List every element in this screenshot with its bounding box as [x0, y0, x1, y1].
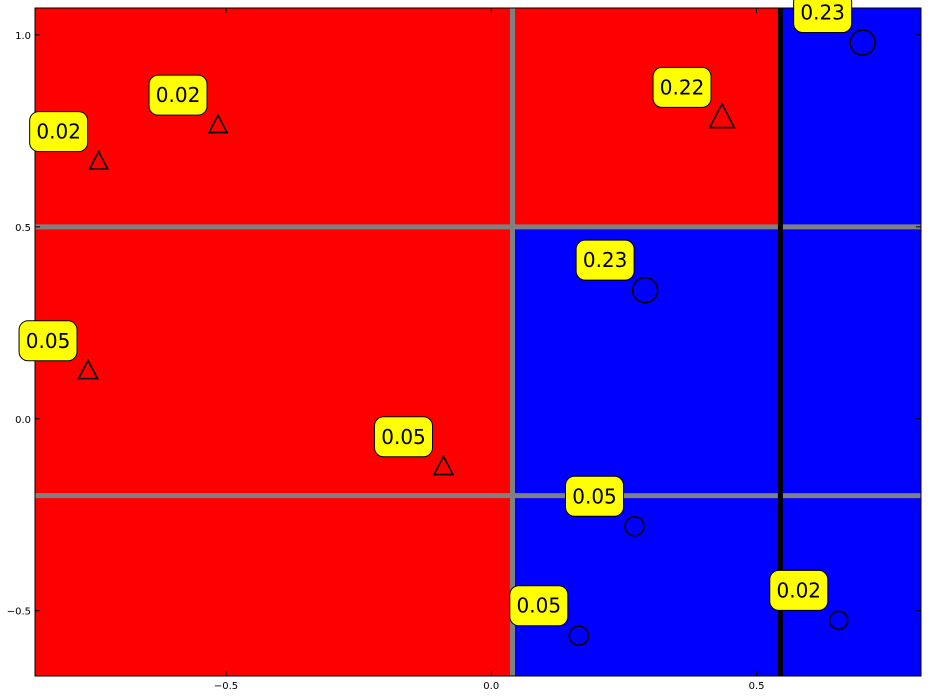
- annotation-box: [18, 320, 78, 362]
- annotations-layer: 0.02 0.02 0.05 0.05 0.22 0.23 0.23 0.05 0.05 0.02: [18, 0, 853, 627]
- annotation-box: [565, 475, 625, 517]
- point-triangle-5: [708, 102, 736, 129]
- annotation-label-8: 0.05: [565, 475, 625, 517]
- point-triangle-4: [432, 454, 455, 476]
- point-triangle-3: [77, 358, 99, 380]
- point-circle-8: [624, 515, 645, 537]
- annotation-text: 0.02: [156, 83, 201, 107]
- annotation-text: 0.22: [660, 75, 705, 99]
- regions-layer: [35, 8, 921, 677]
- x-tick-label: −0.5: [214, 681, 238, 692]
- point-triangle-1: [88, 149, 109, 170]
- y-tick-label: 0.0: [15, 415, 31, 426]
- annotation-label-4: 0.05: [374, 416, 434, 458]
- point-circle-10: [828, 610, 849, 631]
- annotation-box: [509, 585, 569, 627]
- annotation-label-7: 0.23: [575, 239, 635, 281]
- annotation-label-2: 0.02: [148, 74, 208, 116]
- y-tick-label: −0.5: [7, 607, 31, 618]
- region-4: [780, 8, 921, 676]
- annotation-label-5: 0.22: [652, 66, 712, 108]
- annotation-text: 0.02: [36, 120, 81, 144]
- annotation-box: [769, 569, 829, 611]
- annotation-label-9: 0.05: [509, 585, 569, 627]
- annotation-box: [575, 239, 635, 281]
- point-circle-7: [631, 276, 659, 304]
- annotation-text: 0.02: [777, 578, 822, 602]
- point-circle-6: [849, 29, 876, 56]
- annotation-label-10: 0.02: [769, 569, 829, 611]
- annotation-text: 0.23: [583, 248, 628, 272]
- points-layer: [77, 29, 876, 646]
- annotation-box: [374, 416, 434, 458]
- region-2: [512, 8, 781, 227]
- annotation-text: 0.05: [381, 425, 426, 449]
- point-triangle-2: [207, 113, 229, 134]
- annotation-label-6: 0.23: [793, 0, 853, 34]
- annotation-box: [148, 74, 208, 116]
- y-tick-label: 0.5: [15, 223, 31, 234]
- annotation-box: [793, 0, 853, 34]
- annotation-text: 0.05: [572, 484, 617, 508]
- x-tick-label: 0.0: [483, 681, 499, 692]
- annotation-box: [29, 111, 89, 153]
- annotation-label-3: 0.05: [18, 320, 78, 362]
- split-lines-layer: [35, 8, 921, 676]
- axis-ticks-layer: −0.5 0.0 0.5 −0.5 0.0 0.5 1.0: [7, 8, 921, 692]
- y-tick-label: 1.0: [15, 31, 31, 42]
- annotation-label-1: 0.02: [29, 111, 89, 153]
- annotation-text: 0.05: [517, 594, 562, 618]
- point-circle-9: [568, 625, 590, 646]
- annotation-box: [652, 66, 712, 108]
- x-tick-label: 0.5: [749, 681, 765, 692]
- region-1: [35, 8, 513, 676]
- annotation-text: 0.23: [800, 1, 845, 25]
- annotation-text: 0.05: [26, 329, 71, 353]
